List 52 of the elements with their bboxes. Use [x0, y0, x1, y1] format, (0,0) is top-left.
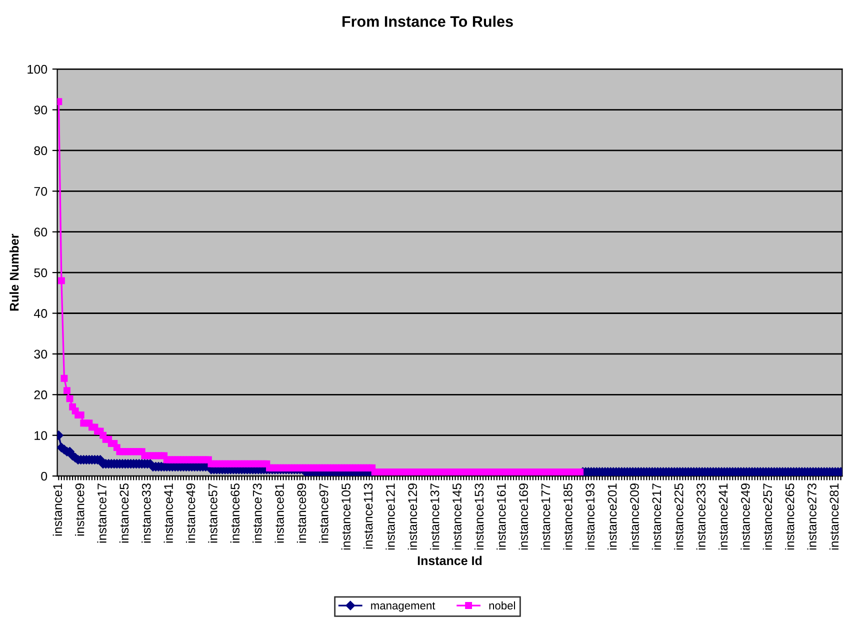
x-axis-title: Instance Id [418, 556, 482, 566]
x-tick-label: instance201 [608, 484, 617, 550]
x-tick-label: instance49 [186, 484, 196, 543]
y-tick-label: 100 [28, 64, 48, 74]
legend-label: nobel [489, 601, 515, 610]
x-tick-label: instance233 [696, 484, 706, 550]
x-tick-label: instance33 [142, 484, 151, 543]
x-tick-label: instance209 [630, 484, 639, 550]
x-tick-label: instance225 [674, 483, 684, 550]
x-tick-label: instance25 [119, 483, 129, 543]
x-tick-label: instance41 [164, 484, 173, 543]
x-tick-label: instance265 [785, 483, 794, 550]
x-tick-label: instance153 [474, 484, 484, 550]
x-tick-label: instance121 [386, 484, 395, 550]
x-tick-label: instance1 [52, 484, 62, 536]
x-tick-label: instance97 [319, 484, 328, 543]
x-tick-label: instance185 [563, 483, 572, 550]
x-tick-label: instance273 [807, 484, 816, 550]
y-tick-label: 30 [34, 350, 48, 359]
y-tick-label: 40 [34, 309, 48, 318]
x-tick-label: instance281 [829, 484, 839, 550]
x-tick-label: instance177 [540, 484, 550, 550]
y-axis-title: Rule Number [10, 234, 19, 311]
y-tick-label: 80 [34, 146, 48, 156]
x-tick-label: instance81 [274, 484, 284, 543]
legend-label: management [371, 602, 436, 612]
y-tick-label: 0 [41, 472, 48, 481]
y-tick-label: 70 [34, 186, 48, 196]
x-tick-label: instance73 [252, 484, 262, 543]
x-tick-label: instance137 [430, 484, 440, 550]
y-tick-label: 90 [34, 106, 48, 114]
x-tick-label: instance9 [75, 484, 84, 536]
x-tick-label: instance217 [652, 484, 662, 550]
x-tick-label: instance89 [296, 484, 306, 543]
x-tick-label: instance65 [230, 483, 240, 543]
x-tick-label: instance257 [762, 484, 772, 550]
y-tick-label: 50 [34, 268, 48, 278]
x-tick-label: instance161 [496, 484, 506, 550]
x-tick-label: instance17 [97, 484, 106, 543]
x-tick-label: instance129 [408, 484, 418, 550]
y-tick-label: 10 [34, 431, 48, 440]
chart-title: From Instance To Rules [342, 16, 513, 27]
x-tick-label: instance249 [740, 484, 750, 550]
x-tick-label: instance105 [341, 483, 350, 550]
x-tick-label: instance145 [452, 483, 462, 550]
y-tick-label: 20 [34, 390, 48, 400]
x-tick-label: instance193 [585, 484, 595, 550]
x-tick-label: instance169 [518, 484, 528, 550]
x-tick-label: instance113 [363, 484, 373, 549]
x-tick-label: instance57 [208, 484, 218, 543]
y-tick-label: 60 [34, 228, 48, 237]
x-tick-label: instance241 [718, 484, 728, 550]
